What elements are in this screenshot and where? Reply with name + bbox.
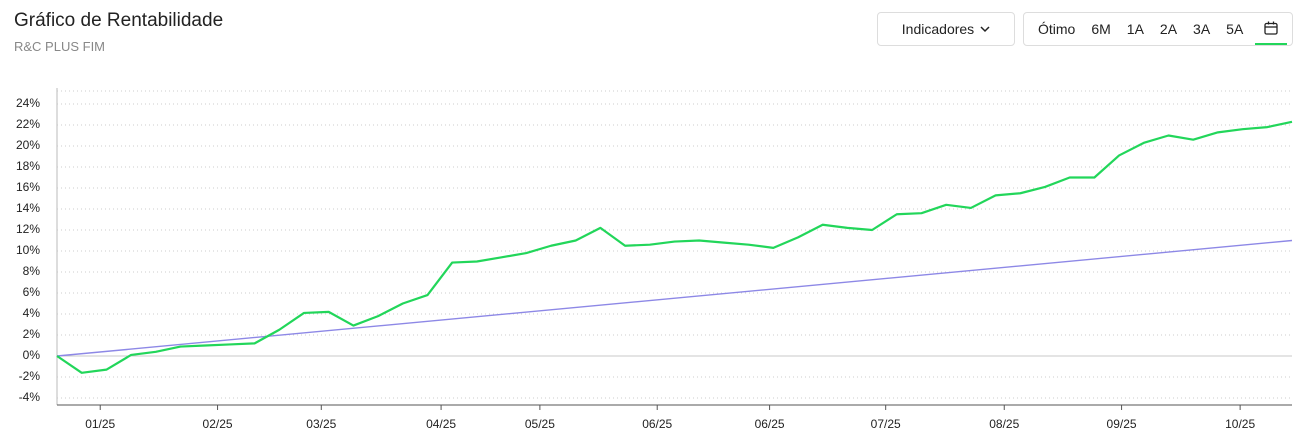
x-tick-label: 08/25 (989, 417, 1019, 431)
x-tick-label: 02/25 (203, 417, 233, 431)
x-tick-label: 05/25 (525, 417, 555, 431)
period-button[interactable]: 3A (1193, 21, 1211, 37)
y-tick-label: 24% (16, 96, 40, 110)
period-group: Ótimo 6M 1A 2A 3A 5A (1023, 12, 1293, 46)
x-tick-label: 01/25 (85, 417, 115, 431)
x-tick-label: 03/25 (306, 417, 336, 431)
period-button[interactable]: 5A (1226, 21, 1244, 37)
x-tick-label: 10/25 (1225, 417, 1255, 431)
y-tick-label: 18% (16, 159, 40, 173)
y-tick-label: 6% (23, 285, 41, 299)
title: Gráfico de Rentabilidade (14, 10, 224, 31)
chevron (980, 26, 990, 33)
y-tick-label: 2% (23, 327, 41, 341)
y-tick-label: 20% (16, 138, 40, 152)
y-tick-label: 12% (16, 222, 40, 236)
series-line (56, 239, 1293, 357)
x-tick-label: 09/25 (1107, 417, 1137, 431)
calendar-icon (1264, 21, 1278, 35)
y-tick-label: -2% (19, 369, 41, 383)
x-tick-label: 06/25 (755, 417, 785, 431)
y-tick-label: 22% (16, 117, 40, 131)
y-tick-label: 0% (23, 348, 41, 362)
period-button[interactable]: Ótimo (1038, 21, 1076, 37)
subtitle: R&C PLUS FIM (14, 39, 106, 54)
calendar-button[interactable] (1255, 13, 1288, 45)
y-tick-label: 16% (16, 180, 40, 194)
y-tick-label: 8% (23, 264, 41, 278)
y-tick-label: 10% (16, 243, 40, 257)
x-tick-label: 07/25 (871, 417, 901, 431)
indicators-button[interactable]: Indicadores (877, 12, 1015, 46)
x-tick-label: 06/25 (642, 417, 672, 431)
indicators-label: Indicadores (901, 21, 975, 37)
y-tick-label: 4% (23, 306, 41, 320)
series-line (56, 120, 1293, 374)
x-tick-label: 04/25 (426, 417, 456, 431)
y-tick-label: -4% (19, 390, 41, 404)
y-tick-label: 14% (16, 201, 40, 215)
period-button[interactable]: 6M (1091, 21, 1111, 37)
period-button[interactable]: 2A (1159, 21, 1178, 37)
period-button[interactable]: 1A (1126, 21, 1144, 37)
